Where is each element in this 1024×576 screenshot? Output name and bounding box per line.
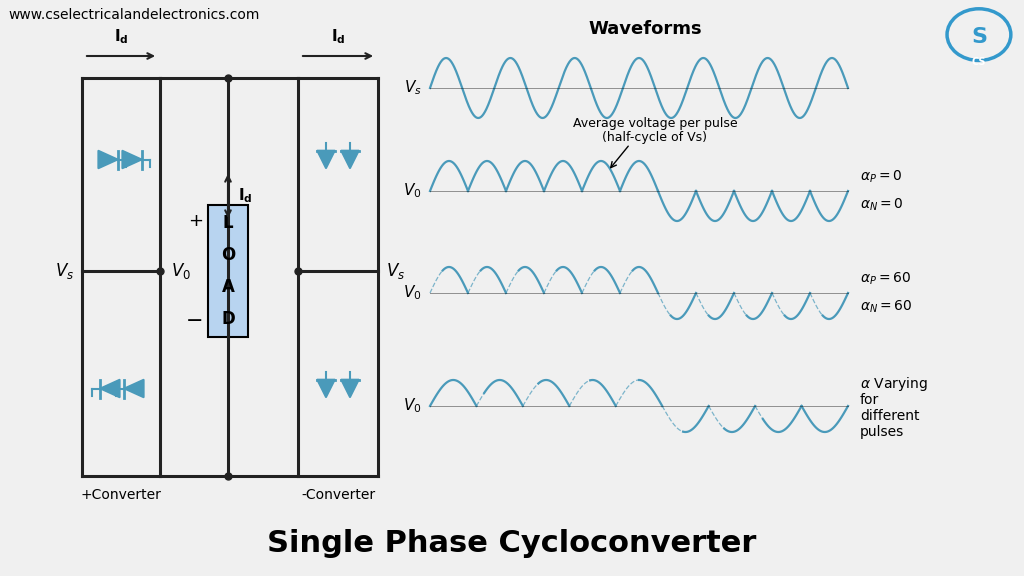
Polygon shape <box>122 150 142 169</box>
Text: www.cselectricalandelectronics.com: www.cselectricalandelectronics.com <box>8 8 259 22</box>
Text: (half-cycle of Vs): (half-cycle of Vs) <box>602 131 708 145</box>
Text: $\alpha$ Varying: $\alpha$ Varying <box>860 375 928 393</box>
Text: CS: CS <box>972 57 986 67</box>
Polygon shape <box>317 150 335 169</box>
FancyBboxPatch shape <box>208 205 248 337</box>
Polygon shape <box>124 380 143 397</box>
Polygon shape <box>317 380 335 397</box>
Polygon shape <box>98 150 118 169</box>
Text: Average voltage per pulse: Average voltage per pulse <box>572 118 737 131</box>
Text: pulses: pulses <box>860 425 904 439</box>
Text: $V_0$: $V_0$ <box>403 283 422 302</box>
Polygon shape <box>100 380 120 397</box>
Text: $V_0$: $V_0$ <box>403 181 422 200</box>
Polygon shape <box>341 380 359 397</box>
Text: different: different <box>860 409 920 423</box>
Text: O: O <box>221 246 236 264</box>
Text: $V_0$: $V_0$ <box>171 261 191 281</box>
Text: +: + <box>188 212 203 230</box>
Text: $V_s$: $V_s$ <box>404 79 422 97</box>
Text: for: for <box>860 393 880 407</box>
Text: -Converter: -Converter <box>301 488 375 502</box>
Text: $V_s$: $V_s$ <box>55 261 74 281</box>
Polygon shape <box>341 150 359 169</box>
Text: $\alpha_N = 60$: $\alpha_N = 60$ <box>860 299 912 315</box>
Text: S: S <box>971 26 987 47</box>
Text: $V_0$: $V_0$ <box>403 397 422 415</box>
Text: $\mathbf{I_d}$: $\mathbf{I_d}$ <box>238 187 253 206</box>
Text: $\alpha_N = 0$: $\alpha_N = 0$ <box>860 197 903 213</box>
Text: Single Phase Cycloconverter: Single Phase Cycloconverter <box>267 529 757 558</box>
Text: D: D <box>221 310 234 328</box>
Text: +Converter: +Converter <box>81 488 162 502</box>
Text: $\mathbf{I_d}$: $\mathbf{I_d}$ <box>114 27 128 46</box>
Text: $\alpha_P = 0$: $\alpha_P = 0$ <box>860 169 902 185</box>
Text: −: − <box>185 311 203 331</box>
Text: L: L <box>222 214 233 232</box>
Text: A: A <box>221 278 234 296</box>
Text: Waveforms: Waveforms <box>588 20 701 38</box>
Text: $V_s$: $V_s$ <box>386 261 406 281</box>
Text: $\mathbf{I_d}$: $\mathbf{I_d}$ <box>331 27 345 46</box>
Text: $\alpha_P = 60$: $\alpha_P = 60$ <box>860 271 911 287</box>
